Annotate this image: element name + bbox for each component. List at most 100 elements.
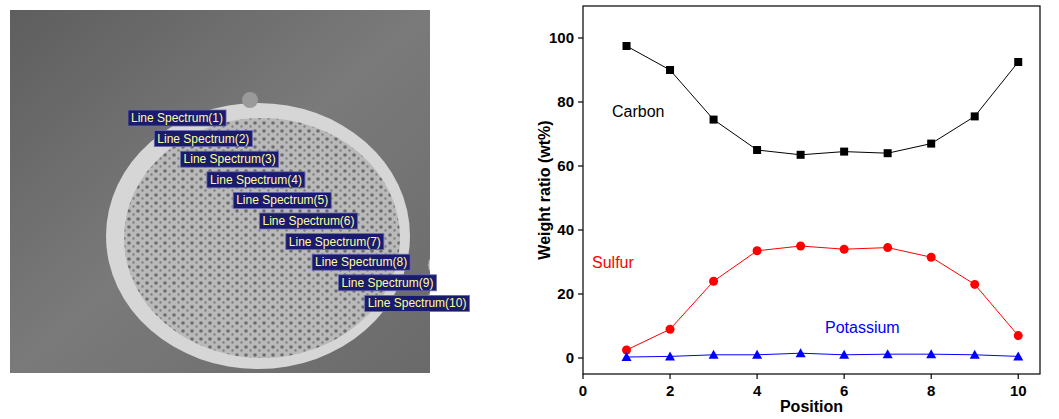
spectrum-label: Line Spectrum(8): [312, 254, 410, 270]
marker: [840, 148, 848, 156]
marker: [623, 42, 631, 50]
x-tick-label: 2: [666, 382, 674, 399]
label-box: [365, 295, 470, 311]
label-box: [312, 254, 410, 270]
marker: [710, 116, 718, 124]
spectrum-label: Line Spectrum(6): [260, 213, 358, 229]
page: Line Spectrum(1) Line Spectrum(2) Line Spe…: [0, 0, 1059, 419]
marker: [840, 245, 849, 254]
label-text: Line Spectrum(10): [368, 296, 467, 310]
label-box: [233, 192, 331, 208]
x-tick: [844, 374, 845, 379]
marker: [666, 325, 675, 334]
y-axis-title: Weight ratio (wt%): [536, 120, 553, 259]
series-line: [627, 246, 1019, 350]
marker: [709, 350, 719, 359]
label-text: Line Spectrum(5): [236, 193, 328, 207]
x-tick: [582, 374, 583, 379]
marker: [796, 348, 806, 357]
x-tick: [669, 374, 670, 379]
y-tick-label: 40: [557, 221, 574, 238]
marker: [971, 112, 979, 120]
spectrum-label: Line Spectrum(7): [286, 234, 384, 250]
x-tick-label: 0: [579, 382, 587, 399]
marker: [970, 280, 979, 289]
label-text: Line Spectrum(9): [341, 276, 433, 290]
marker: [883, 243, 892, 252]
marker: [622, 352, 632, 361]
marker: [884, 149, 892, 157]
marker: [666, 66, 674, 74]
spectrum-label: Line Spectrum(5): [233, 192, 331, 208]
data-group: [622, 42, 1024, 361]
label-text: Line Spectrum(8): [315, 255, 407, 269]
series-label: Sulfur: [592, 254, 634, 271]
particle-rim: [106, 103, 410, 369]
sem-sphere: [428, 253, 430, 277]
x-tick: [1018, 374, 1019, 379]
series-line: [627, 46, 1019, 155]
spectrum-label: Line Spectrum(1): [128, 110, 226, 126]
x-tick: [931, 374, 932, 379]
label-box: [260, 213, 358, 229]
marker: [1014, 58, 1022, 66]
y-tick: [578, 37, 583, 38]
marker: [752, 350, 762, 359]
label-box: [338, 275, 436, 291]
y-tick-label: 0: [566, 349, 574, 366]
y-tick: [578, 293, 583, 294]
sem-background: [10, 10, 430, 373]
x-tick-label: 6: [840, 382, 848, 399]
spectrum-label: Line Spectrum(2): [154, 131, 252, 147]
label-box: [154, 131, 252, 147]
marker: [970, 350, 980, 359]
series-line: [627, 353, 1019, 357]
y-tick: [578, 229, 583, 230]
y-tick: [578, 101, 583, 102]
y-tick-label: 20: [557, 285, 574, 302]
marker: [753, 146, 761, 154]
x-tick: [756, 374, 757, 379]
sem-bump: [242, 92, 258, 108]
sem-image: [10, 10, 430, 373]
series-label: Potassium: [825, 319, 900, 336]
label-text: Line Spectrum(6): [263, 214, 355, 228]
marker: [753, 246, 762, 255]
series-label: Carbon: [612, 103, 664, 120]
label-text: Line Spectrum(2): [157, 132, 249, 146]
label-box: [207, 172, 305, 188]
marker: [665, 351, 675, 360]
label-box: [181, 151, 279, 167]
x-axis-title: Position: [780, 398, 843, 415]
marker: [1013, 351, 1023, 360]
spectrum-label: Line Spectrum(10): [365, 295, 470, 311]
plot-frame: [583, 6, 1040, 374]
y-tick-label: 60: [557, 157, 574, 174]
marker: [797, 151, 805, 159]
y-tick: [578, 357, 583, 358]
label-box: [286, 234, 384, 250]
marker: [883, 349, 893, 358]
x-tick-label: 10: [1010, 382, 1027, 399]
label-box: [128, 110, 226, 126]
spectrum-label: Line Spectrum(9): [338, 275, 436, 291]
marker: [926, 349, 936, 358]
marker: [1014, 331, 1023, 340]
spectrum-label: Line Spectrum(3): [181, 151, 279, 167]
marker: [927, 140, 935, 148]
x-tick-label: 4: [753, 382, 762, 399]
spectrum-label: Line Spectrum(4): [207, 172, 305, 188]
particle-core: [124, 118, 400, 358]
marker: [796, 242, 805, 251]
label-text: Line Spectrum(1): [131, 111, 223, 125]
label-text: Line Spectrum(3): [184, 152, 276, 166]
y-tick-label: 100: [549, 29, 574, 46]
marker: [839, 350, 849, 359]
label-text: Line Spectrum(4): [210, 173, 302, 187]
marker: [709, 277, 718, 286]
marker: [927, 253, 936, 262]
y-tick: [578, 165, 583, 166]
y-tick-label: 80: [557, 93, 574, 110]
x-tick-label: 8: [927, 382, 935, 399]
label-text: Line Spectrum(7): [289, 235, 381, 249]
